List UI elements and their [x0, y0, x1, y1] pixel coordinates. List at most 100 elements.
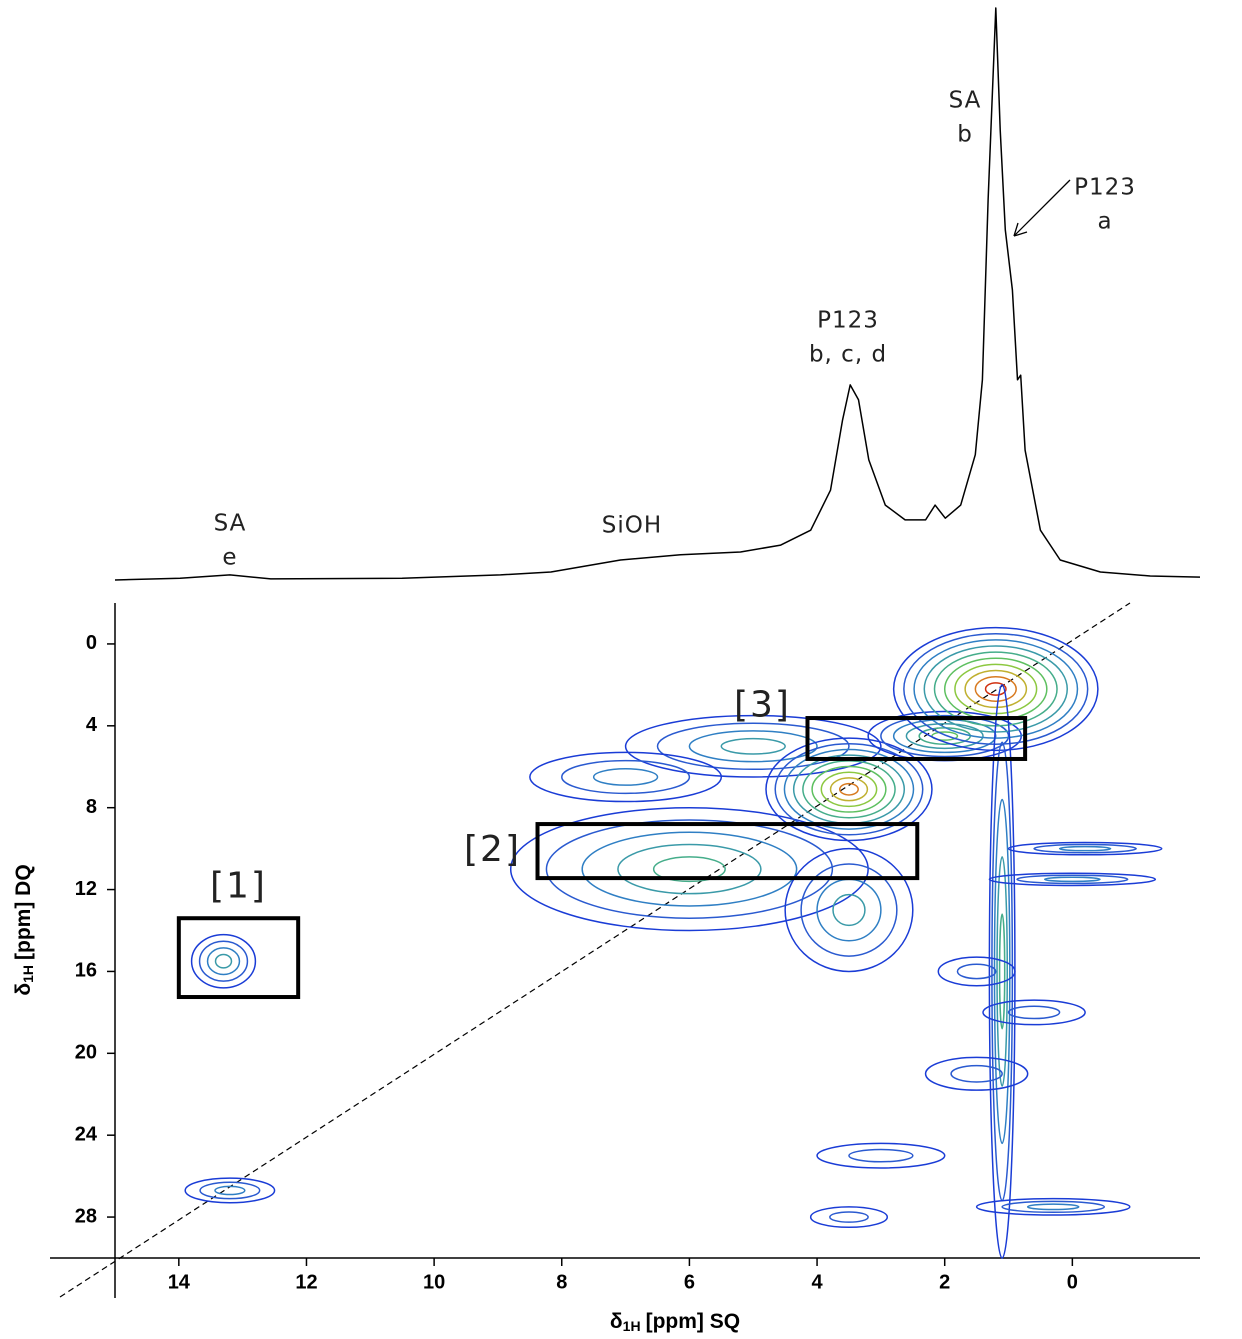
y-tick-label: 24: [75, 1123, 98, 1145]
y-axis-label: δ1H [ppm] DQ: [12, 864, 36, 995]
x-tick-label: 12: [295, 1271, 317, 1293]
contour: [829, 1211, 869, 1223]
contour: [811, 765, 887, 813]
contour: [880, 714, 1010, 758]
contour: [190, 933, 257, 989]
contour: [1007, 841, 1163, 856]
contour: [964, 669, 1028, 709]
contour: [998, 913, 1006, 1030]
region-label: [2]: [464, 829, 521, 870]
contour: [198, 940, 249, 982]
contour: [996, 856, 1009, 1087]
contour: [954, 663, 1038, 715]
contour: [581, 831, 798, 907]
contour: [545, 819, 834, 919]
contour: [783, 748, 915, 830]
contour: [913, 639, 1079, 739]
contour: [816, 878, 882, 942]
contour: [848, 1148, 914, 1163]
contour: [214, 1185, 246, 1196]
arrow-head: [1013, 222, 1028, 237]
region-box: [805, 716, 1028, 761]
contour: [765, 737, 933, 842]
y-tick-label: 28: [75, 1205, 97, 1227]
x-tick-label: 14: [168, 1271, 191, 1293]
annotation: SA: [949, 88, 982, 114]
contour: [652, 856, 726, 883]
contour: [982, 999, 1086, 1026]
subscript: 1H: [20, 965, 36, 983]
contour: [993, 798, 1011, 1145]
region-label: [3]: [734, 685, 791, 726]
contour: [1058, 845, 1112, 852]
contour: [816, 1142, 946, 1169]
contour: [924, 1056, 1029, 1091]
contour: [784, 847, 914, 973]
contour: [809, 1206, 889, 1229]
contour: [988, 872, 1157, 887]
annotation: SA: [214, 511, 247, 537]
y-tick-label: 16: [75, 960, 97, 982]
contour: [931, 731, 959, 741]
contour: [561, 759, 691, 795]
contour: [937, 956, 1016, 987]
label-text: [ppm] SQ: [646, 1310, 741, 1333]
x-tick-label: 0: [1067, 1271, 1078, 1293]
contour: [509, 806, 869, 932]
annotation: SiOH: [602, 513, 662, 539]
contour: [624, 714, 882, 778]
contour: [800, 863, 898, 957]
annotation: b: [957, 122, 973, 148]
x-tick-label: 10: [423, 1271, 445, 1293]
contour: [206, 947, 241, 976]
contour: [1043, 876, 1101, 883]
contour: [956, 963, 997, 980]
contour: [984, 682, 1007, 696]
y-tick-label: 0: [86, 632, 97, 654]
contour: [974, 675, 1017, 702]
arrow: [1013, 179, 1071, 237]
contour: [1033, 843, 1137, 854]
region-label: [1]: [210, 866, 267, 907]
annotation: b, c, d: [809, 342, 887, 368]
contour: [688, 730, 818, 763]
contour: [592, 768, 659, 786]
contour: [829, 777, 869, 802]
contour: [832, 893, 866, 927]
contour: [529, 751, 723, 803]
region-box: [535, 822, 920, 881]
contour: [184, 1177, 276, 1204]
contour: [774, 743, 924, 836]
symbol: δ: [12, 983, 35, 996]
symbol: δ: [610, 1310, 623, 1333]
contour: [1001, 1200, 1106, 1214]
contour: [1026, 1203, 1080, 1211]
x-tick-label: 8: [556, 1271, 567, 1293]
x-tick-label: 6: [684, 1271, 695, 1293]
label-text: [ppm] DQ: [12, 864, 35, 960]
contour: [1007, 1005, 1061, 1020]
annotation: P123: [1074, 175, 1136, 201]
x-axis-label: δ1H [ppm] SQ: [610, 1310, 740, 1334]
contour: [617, 843, 762, 895]
region-box: [176, 916, 301, 1000]
annotation: P123: [817, 308, 879, 334]
y-tick-label: 12: [75, 878, 97, 900]
contour: [892, 626, 1099, 752]
contour: [905, 723, 984, 750]
y-tick-label: 20: [75, 1042, 97, 1064]
subscript: 1H: [623, 1318, 641, 1334]
x-tick-label: 2: [939, 1271, 950, 1293]
contour: [214, 953, 233, 969]
annotation: a: [1097, 209, 1112, 235]
contour: [656, 722, 850, 771]
contour: [720, 737, 786, 755]
contour: [1016, 874, 1129, 885]
contour: [792, 754, 906, 825]
contour: [802, 760, 896, 819]
contour: [839, 782, 859, 796]
contour: [199, 1181, 261, 1200]
y-tick-label: 8: [86, 796, 97, 818]
contour: [943, 657, 1048, 721]
